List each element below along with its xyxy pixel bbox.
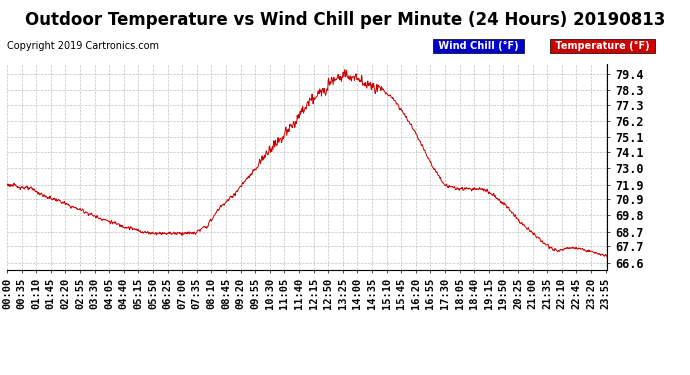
Text: Outdoor Temperature vs Wind Chill per Minute (24 Hours) 20190813: Outdoor Temperature vs Wind Chill per Mi…	[25, 11, 665, 29]
Text: Temperature (°F): Temperature (°F)	[552, 41, 653, 51]
Text: Wind Chill (°F): Wind Chill (°F)	[435, 41, 522, 51]
Text: Copyright 2019 Cartronics.com: Copyright 2019 Cartronics.com	[7, 41, 159, 51]
